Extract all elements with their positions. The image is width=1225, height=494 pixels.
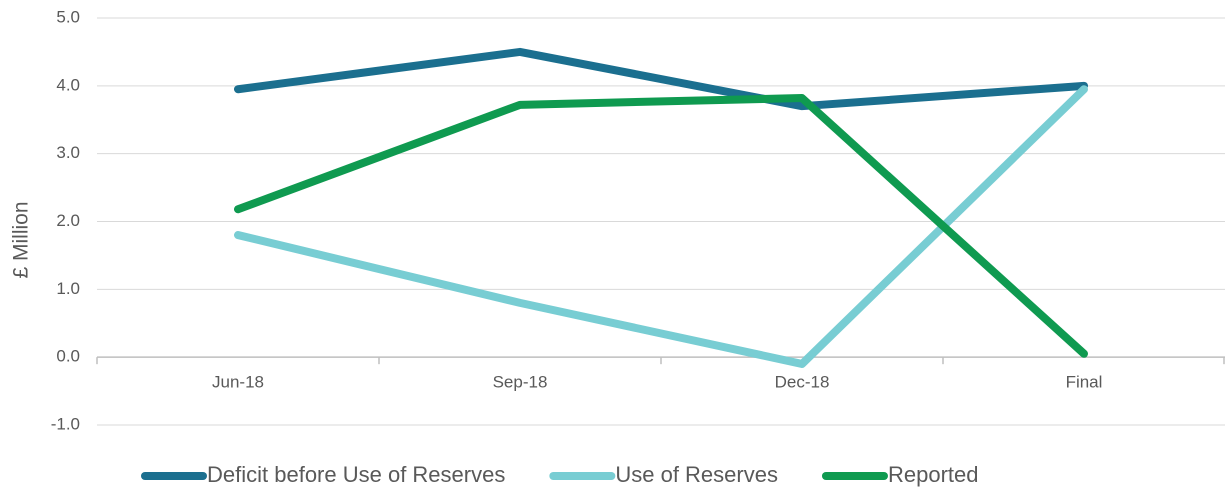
- y-tick-label: 4.0: [56, 75, 80, 94]
- series-line: [234, 47, 1088, 111]
- y-tick-label: 2.0: [56, 211, 80, 230]
- y-tick-label: 5.0: [56, 7, 80, 26]
- series-line: [234, 85, 1088, 368]
- x-tick-label: Final: [1066, 373, 1103, 392]
- x-tick-label: Sep-18: [493, 373, 548, 392]
- legend-label: Reported: [888, 462, 979, 487]
- y-tick-label: 1.0: [56, 279, 80, 298]
- y-tick-label: -1.0: [51, 414, 80, 433]
- x-tick-label: Dec-18: [775, 373, 830, 392]
- y-tick-label: 3.0: [56, 143, 80, 162]
- y-axis-label: £ Million: [10, 201, 33, 278]
- legend-label: Deficit before Use of Reserves: [207, 462, 505, 487]
- legend-label: Use of Reserves: [615, 462, 778, 487]
- series-line: [234, 94, 1088, 358]
- y-tick-label: 0.0: [56, 347, 80, 366]
- x-tick-label: Jun-18: [212, 373, 264, 392]
